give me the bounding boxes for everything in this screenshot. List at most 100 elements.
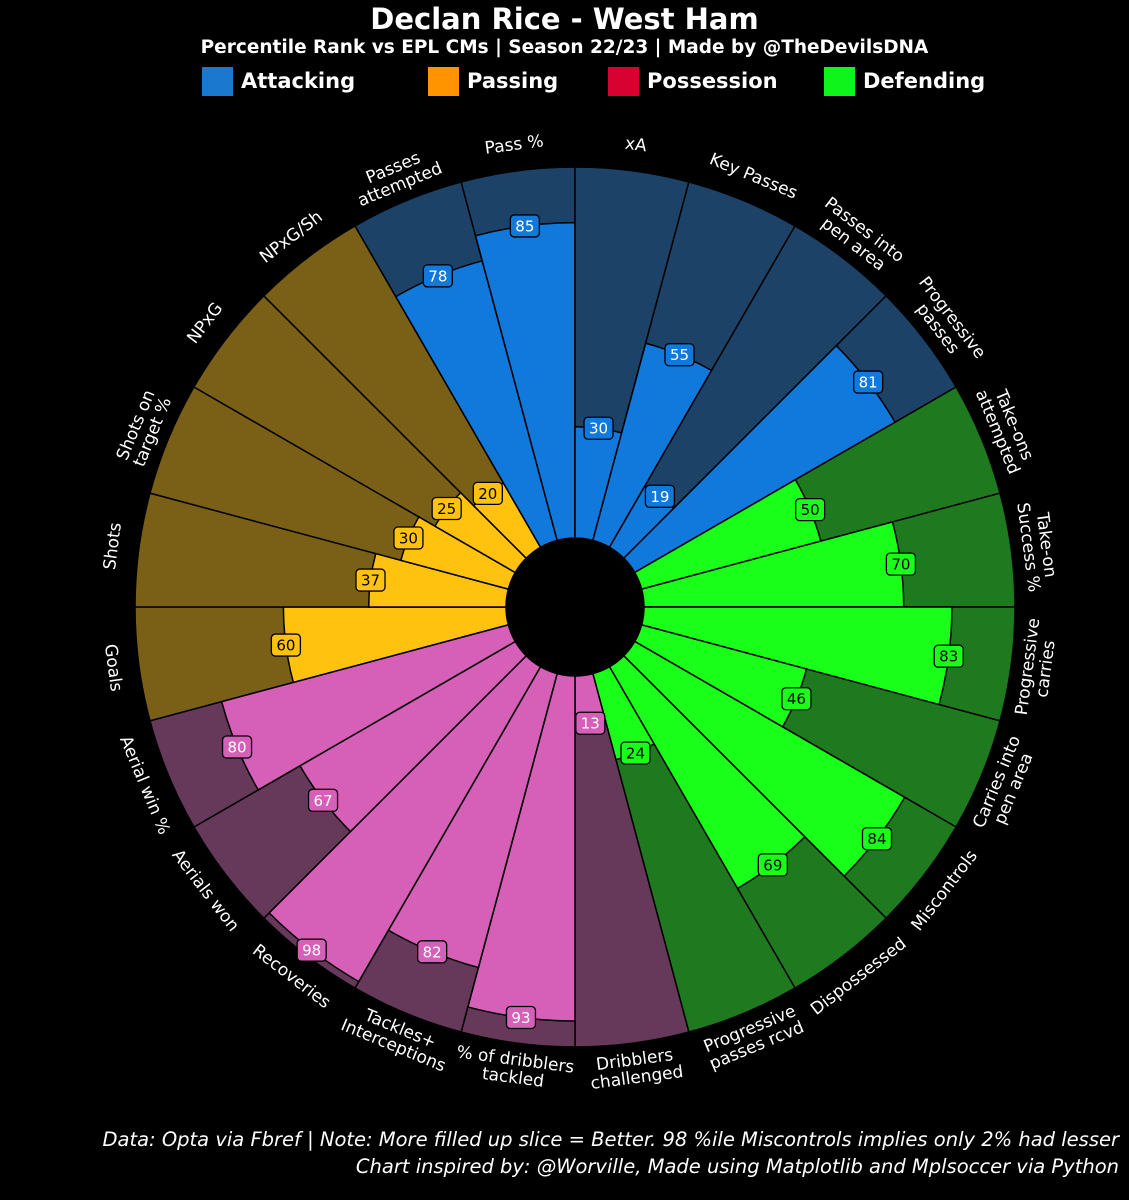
- value-box: [885, 552, 917, 576]
- value-label-passes-into-pen-area: 19: [644, 484, 676, 508]
- value-box: [431, 496, 462, 521]
- value-text: 25: [437, 500, 456, 518]
- value-box: [757, 853, 788, 877]
- footer-credit: Chart inspired by: @Worville, Made using…: [355, 1155, 1119, 1178]
- value-box: [575, 711, 606, 735]
- legend-swatch: [608, 66, 639, 96]
- value-text: 30: [399, 530, 418, 548]
- value-box: [296, 938, 327, 962]
- value-box: [270, 633, 302, 657]
- value-label-passes-attempted: 78: [422, 264, 454, 288]
- value-label-recoveries: 98: [296, 938, 327, 962]
- value-text: 81: [859, 374, 878, 392]
- value-text: 46: [787, 690, 806, 708]
- value-label-shots-on-target: 30: [393, 526, 424, 550]
- value-box: [853, 370, 884, 394]
- value-text: 80: [227, 738, 246, 756]
- value-label-progressive-passes-rcvd: 24: [620, 741, 651, 765]
- value-label-key-passes: 55: [664, 343, 695, 367]
- value-label-dribblers-challenged: 13: [575, 711, 606, 735]
- legend-item-attacking: Attacking: [202, 66, 355, 96]
- value-text: 98: [302, 942, 321, 960]
- value-text: 30: [589, 420, 608, 438]
- value-label-take-ons-attempted: 50: [794, 497, 826, 522]
- value-box: [620, 741, 651, 765]
- value-text: 37: [361, 572, 380, 590]
- value-box: [355, 568, 386, 592]
- param-label-npxg: NPxG: [183, 299, 227, 348]
- param-label-of-dribblers-tackled: % of dribblerstackled: [453, 1042, 576, 1095]
- legend-label: Possession: [647, 69, 778, 93]
- footer-note: Data: Opta via Fbref | Note: More filled…: [102, 1128, 1119, 1151]
- value-text: 50: [801, 501, 820, 519]
- value-text: 93: [511, 1009, 530, 1027]
- value-box: [583, 416, 614, 440]
- param-label-xa: xA: [624, 134, 648, 157]
- legend-item-passing: Passing: [428, 66, 558, 96]
- value-label-xa: 30: [583, 416, 614, 440]
- value-text: 19: [650, 488, 669, 506]
- value-box: [794, 497, 826, 522]
- value-text: 83: [939, 648, 958, 666]
- legend-swatch: [824, 66, 855, 96]
- value-text: 82: [423, 943, 442, 961]
- value-label-tackles-interceptions: 82: [417, 940, 448, 964]
- value-text: 70: [891, 556, 910, 574]
- value-text: 84: [867, 830, 886, 848]
- legend-label: Attacking: [241, 69, 356, 93]
- value-box: [307, 788, 339, 812]
- value-label-of-dribblers-tackled: 93: [505, 1005, 537, 1030]
- value-label-carries-into-pen-area: 46: [781, 687, 812, 711]
- value-label-aerials-won: 67: [307, 788, 339, 812]
- legend-item-defending: Defending: [824, 66, 985, 96]
- value-label-progressive-passes: 81: [853, 370, 884, 394]
- value-box: [472, 481, 503, 506]
- chart-title: Declan Rice - West Ham: [370, 2, 759, 36]
- param-label-dribblers-challenged: Dribblerschallenged: [587, 1044, 684, 1094]
- legend-swatch: [202, 66, 233, 96]
- value-box: [221, 735, 253, 759]
- value-label-progressive-carries: 83: [933, 644, 964, 668]
- value-box: [422, 264, 454, 288]
- value-label-miscontrols: 84: [861, 827, 893, 851]
- value-text: 78: [428, 267, 447, 285]
- value-label-pass: 85: [509, 214, 540, 238]
- value-box: [505, 1005, 537, 1030]
- value-labels-group: 60 37 30 25 20 78 85 30 55 19 81 50 70 83 46 84 69 24 13 93…: [221, 214, 964, 1030]
- value-text: 60: [276, 637, 295, 655]
- legend-label: Defending: [863, 69, 986, 93]
- legend: Attacking Passing Possession Defending: [0, 66, 1129, 96]
- value-box: [417, 940, 448, 964]
- value-label-npxg-sh: 20: [472, 481, 503, 506]
- value-text: 13: [581, 715, 600, 733]
- value-label-aerial-win: 80: [221, 735, 253, 759]
- value-box: [861, 827, 893, 851]
- center-circle: [506, 538, 644, 676]
- param-label-shots: Shots: [100, 521, 126, 571]
- value-text: 69: [763, 856, 782, 874]
- value-box: [644, 484, 676, 508]
- legend-item-possession: Possession: [608, 66, 778, 96]
- param-label-goals: Goals: [100, 643, 126, 693]
- value-box: [781, 687, 812, 711]
- value-label-dispossessed: 69: [757, 853, 788, 877]
- value-text: 67: [314, 792, 333, 810]
- value-box: [664, 343, 695, 367]
- chart-subtitle: Percentile Rank vs EPL CMs | Season 22/2…: [200, 37, 929, 58]
- value-label-shots: 37: [355, 568, 386, 592]
- value-box: [393, 526, 424, 550]
- value-text: 24: [626, 745, 645, 763]
- param-label-progressive-carries: Progressivecarries: [1012, 617, 1062, 719]
- value-label-take-on-success: 70: [885, 552, 917, 576]
- value-box: [933, 644, 964, 668]
- value-text: 85: [515, 217, 534, 235]
- value-text: 20: [478, 485, 497, 503]
- param-label-take-on-success: Take-onSuccess %: [1012, 499, 1061, 593]
- value-label-npxg: 25: [431, 496, 462, 521]
- legend-swatch: [428, 66, 459, 96]
- param-label-pass: Pass %: [484, 131, 545, 159]
- legend-label: Passing: [467, 69, 559, 93]
- value-box: [509, 214, 540, 238]
- value-label-goals: 60: [270, 633, 302, 657]
